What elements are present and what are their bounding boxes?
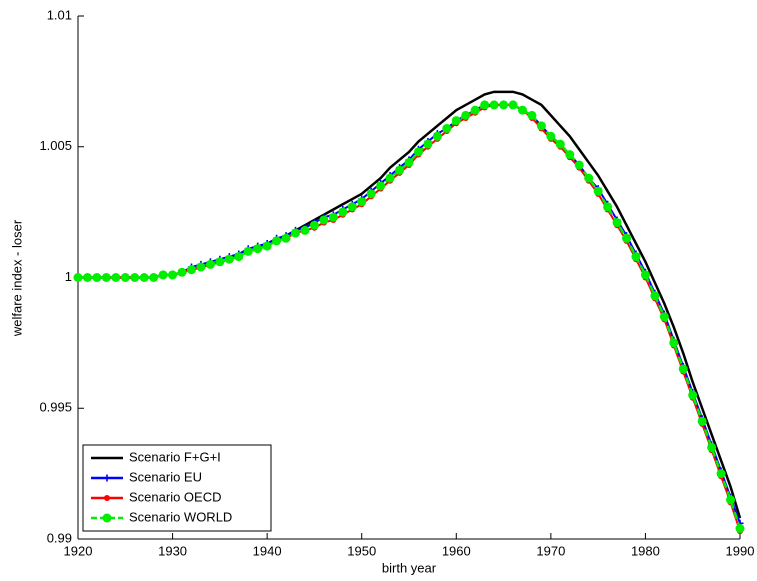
marker [640, 270, 650, 280]
legend: Scenario F+G+I Scenario EU Scenario OECD Sc… [82, 444, 272, 532]
marker [205, 259, 215, 269]
marker [385, 173, 395, 183]
marker [224, 254, 234, 264]
marker [508, 100, 518, 110]
marker [707, 442, 717, 452]
marker [612, 218, 622, 228]
marker [536, 121, 546, 131]
marker [716, 469, 726, 479]
y-tick-label: 0.995 [39, 400, 72, 415]
marker [196, 262, 206, 272]
marker [480, 100, 490, 110]
marker [357, 197, 367, 207]
marker [574, 160, 584, 170]
marker [555, 139, 565, 149]
marker [423, 139, 433, 149]
marker [82, 273, 92, 282]
y-tick-label: 1 [65, 269, 72, 284]
marker [650, 291, 660, 301]
marker [130, 273, 140, 282]
marker [678, 364, 688, 374]
x-tick-label: 1950 [347, 543, 376, 558]
legend-label: Scenario WORLD [129, 509, 232, 524]
legend-label: Scenario F+G+I [129, 449, 221, 464]
marker [300, 225, 310, 235]
marker [527, 110, 537, 120]
marker [593, 186, 603, 196]
marker [328, 212, 338, 222]
marker [735, 524, 745, 534]
marker [697, 416, 707, 426]
marker [73, 273, 83, 282]
marker [177, 267, 187, 277]
marker [243, 246, 253, 256]
marker [546, 131, 556, 141]
marker [347, 202, 357, 212]
marker [470, 105, 480, 115]
marker [103, 474, 111, 482]
marker [262, 241, 272, 251]
y-tick-label: 1.005 [39, 138, 72, 153]
x-tick-label: 1990 [726, 543, 755, 558]
x-tick-label: 1960 [442, 543, 471, 558]
marker [111, 273, 121, 282]
y-tick-label: 1.01 [47, 7, 72, 22]
x-tick-label: 1980 [631, 543, 660, 558]
marker [158, 270, 168, 280]
marker [517, 105, 527, 115]
marker [101, 273, 111, 282]
y-axis-label: welfare index - loser [9, 219, 24, 337]
marker [404, 157, 414, 167]
marker [499, 100, 509, 110]
x-tick-label: 1970 [536, 543, 565, 558]
marker [669, 338, 679, 348]
marker [319, 215, 329, 225]
marker [92, 273, 102, 282]
marker [451, 116, 461, 126]
marker [168, 270, 178, 280]
marker [309, 220, 319, 230]
x-tick-label: 1920 [64, 543, 93, 558]
marker [366, 189, 376, 199]
marker [338, 207, 348, 217]
marker [139, 273, 149, 282]
marker [102, 513, 112, 523]
marker [622, 233, 632, 243]
y-tick-label: 0.99 [47, 530, 72, 545]
legend-label: Scenario EU [129, 469, 202, 484]
marker [395, 165, 405, 175]
marker [120, 273, 130, 282]
x-tick-label: 1930 [158, 543, 187, 558]
marker [442, 123, 452, 133]
marker [584, 173, 594, 183]
marker [291, 228, 301, 238]
marker [149, 273, 159, 282]
legend-label: Scenario OECD [129, 489, 221, 504]
marker [631, 252, 641, 262]
legend-box [82, 444, 272, 532]
marker [186, 265, 196, 275]
marker [104, 495, 110, 501]
marker [253, 244, 263, 254]
marker [234, 252, 244, 262]
x-tick-label: 1940 [253, 543, 282, 558]
marker [688, 390, 698, 400]
marker [413, 147, 423, 157]
marker [461, 110, 471, 120]
marker [215, 257, 225, 267]
marker [272, 236, 282, 246]
marker [659, 312, 669, 322]
x-axis-label: birth year [382, 560, 437, 575]
marker [489, 100, 499, 110]
marker [603, 202, 613, 212]
marker [376, 181, 386, 191]
marker [726, 495, 736, 505]
marker [432, 131, 442, 141]
marker [281, 233, 291, 243]
marker [565, 150, 575, 160]
